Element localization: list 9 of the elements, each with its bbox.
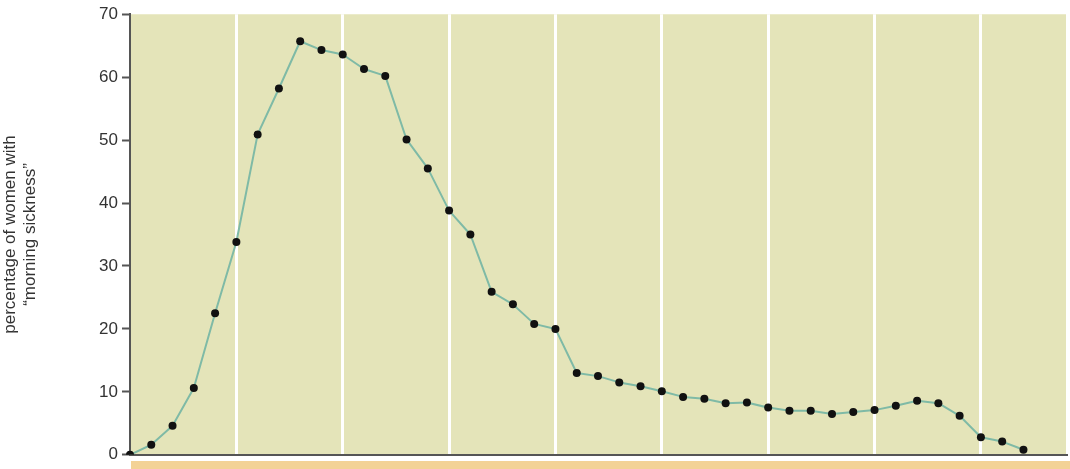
y-tick-label: 70 [99,3,118,23]
y-tick-label: 30 [99,255,118,275]
y-axis-title: percentage of women with “morning sickness” [0,135,40,334]
y-tick-label: 40 [99,192,118,212]
y-tick-label: 10 [99,381,118,401]
y-tick-label: 50 [99,129,118,149]
y-tick-label: 60 [99,66,118,86]
y-tick-label: 0 [108,444,118,464]
y-tick-label: 20 [99,318,118,338]
